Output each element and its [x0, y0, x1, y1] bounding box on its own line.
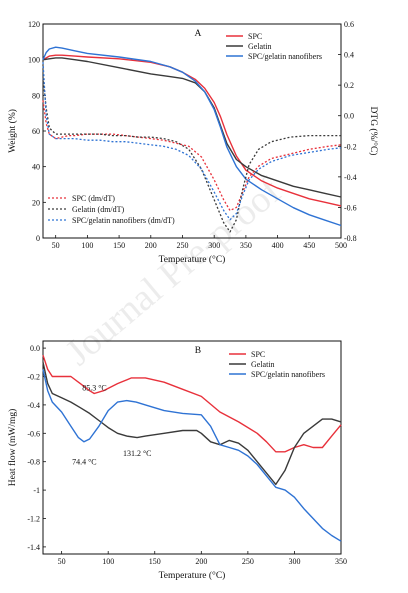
- x-tick-label: 400: [272, 241, 284, 250]
- y2-axis-label: DTG (%/°C): [368, 107, 379, 156]
- legend-label: SPC/gelatin nanofibers: [251, 370, 325, 379]
- y-tick-label: -1: [33, 486, 40, 495]
- x-axis-label: Temperature (°C): [159, 254, 226, 265]
- y-tick-label: 80: [32, 91, 40, 100]
- y-tick-label: 0: [36, 234, 40, 243]
- y-tick-label: -1.2: [27, 515, 40, 524]
- legend-label: SPC/gelatin nanofibers: [248, 52, 322, 61]
- x-tick-label: 250: [176, 241, 188, 250]
- y-axis-label: Heat flow (mW/mg): [7, 409, 18, 487]
- series-line: [42, 54, 342, 207]
- series-line: [42, 369, 342, 542]
- x-tick-label: 50: [52, 241, 60, 250]
- annotation-label: 74.4 °C: [72, 458, 97, 467]
- y-tick-label: 20: [32, 198, 40, 207]
- annotation-label: 85.3 °C: [82, 384, 107, 393]
- series-line: [42, 100, 342, 212]
- x-tick-label: 50: [58, 557, 66, 566]
- legend-label: Gelatin: [248, 42, 272, 51]
- y2-tick-label: -0.8: [344, 234, 357, 243]
- legend-label: Gelatin (dm/dT): [72, 205, 125, 214]
- plot-frame-1: [42, 340, 342, 555]
- x-tick-label: 350: [240, 241, 252, 250]
- y2-tick-label: -0.6: [344, 203, 357, 212]
- x-tick-label: 100: [81, 241, 93, 250]
- x-tick-label: 100: [102, 557, 114, 566]
- series-line: [42, 77, 341, 233]
- annotation-label: 131.2 °C: [123, 449, 152, 458]
- y-tick-label: -0.8: [27, 458, 40, 467]
- y2-tick-label: 0.6: [344, 20, 354, 29]
- x-axis-label: Temperature (°C): [159, 570, 226, 581]
- y-tick-label: -0.2: [27, 373, 40, 382]
- x-tick-label: 250: [242, 557, 254, 566]
- series-line: [42, 354, 342, 453]
- legend-label: SPC: [251, 350, 265, 359]
- x-tick-label: 500: [335, 241, 347, 250]
- legend-label: SPC/gelatin nanofibers (dm/dT): [72, 216, 175, 225]
- series-line: [42, 46, 342, 227]
- y2-tick-label: 0.4: [344, 51, 354, 60]
- y-tick-label: 60: [32, 127, 40, 136]
- panel-label: A: [195, 29, 202, 39]
- x-tick-label: 300: [208, 241, 220, 250]
- y-tick-label: -0.4: [27, 401, 40, 410]
- y-tick-label: 120: [28, 20, 40, 29]
- y2-tick-label: -0.2: [344, 142, 357, 151]
- y-tick-label: 40: [32, 163, 40, 172]
- legend-label: SPC (dm/dT): [72, 194, 115, 203]
- y-tick-label: -1.4: [27, 543, 40, 552]
- y-tick-label: 100: [28, 56, 40, 65]
- x-tick-label: 150: [149, 557, 161, 566]
- x-tick-label: 150: [113, 241, 125, 250]
- y-tick-label: -0.6: [27, 429, 40, 438]
- x-tick-label: 200: [145, 241, 157, 250]
- x-tick-label: 450: [303, 241, 315, 250]
- y2-tick-label: 0.2: [344, 81, 354, 90]
- legend-label: SPC: [248, 32, 262, 41]
- x-tick-label: 300: [288, 557, 300, 566]
- panel-label: B: [195, 346, 201, 356]
- x-tick-label: 200: [195, 557, 207, 566]
- y-axis-label: Weight (%): [7, 109, 18, 153]
- y2-tick-label: 0.0: [344, 112, 354, 121]
- y-tick-label: 0.0: [30, 344, 40, 353]
- legend-label: Gelatin: [251, 360, 275, 369]
- series-line: [42, 62, 342, 221]
- y2-tick-label: -0.4: [344, 173, 357, 182]
- x-tick-label: 350: [335, 557, 347, 566]
- series-line: [42, 362, 342, 486]
